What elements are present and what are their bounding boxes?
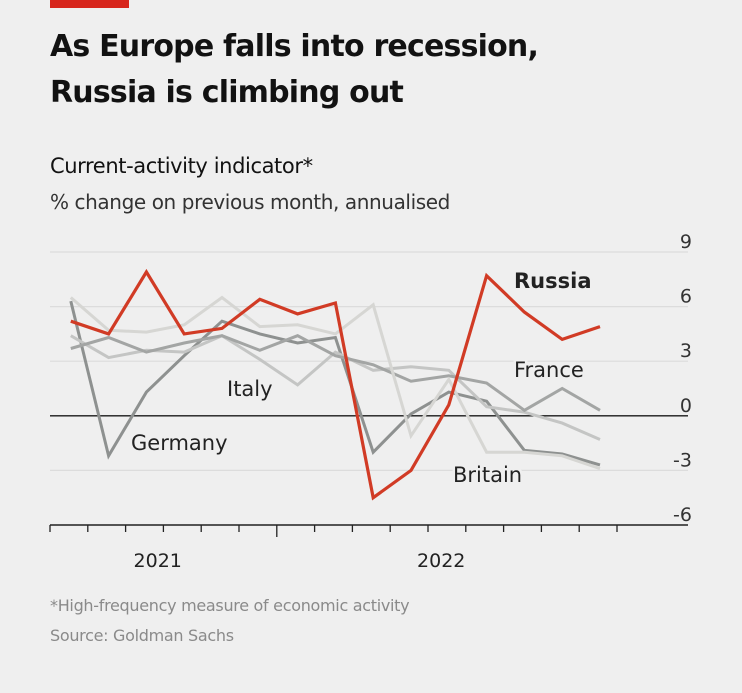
y-tick-label: -3	[673, 449, 692, 471]
source: Source: Goldman Sachs	[50, 626, 234, 645]
y-tick-label: 6	[680, 286, 692, 308]
x-axis: 2021 2022	[49, 524, 688, 572]
series-label-russia: Russia	[514, 269, 592, 293]
y-tick-label: 3	[680, 340, 692, 362]
x-tick-label: 2022	[417, 550, 465, 572]
series-labels: Germany Italy France Britain Russia	[129, 267, 595, 490]
footnote: *High-frequency measure of economic acti…	[50, 596, 410, 615]
title-line-2: Russia is climbing out	[50, 75, 404, 110]
y-tick-label: 9	[680, 231, 692, 253]
series-line-germany	[69, 300, 601, 467]
y-tick-label: 0	[680, 395, 692, 417]
series-line-italy	[70, 334, 601, 441]
series-line-france	[70, 334, 601, 413]
series-label-italy: Italy	[227, 377, 273, 401]
title-line-1: As Europe falls into recession,	[50, 29, 539, 64]
accent-bar	[50, 0, 129, 8]
y-axis-labels: 9 6 3 0 -3 -6	[673, 231, 692, 526]
series-label-germany: Germany	[131, 431, 228, 455]
y-tick-label: -6	[673, 504, 692, 526]
series-line-britain	[69, 295, 601, 471]
chart-title: As Europe falls into recession, Russia i…	[50, 24, 730, 116]
chart-subtitle: Current-activity indicator*	[50, 154, 313, 178]
line-chart: 9 6 3 0 -3 -6 2021 2022 Germany Italy France Brit…	[49, 231, 692, 572]
chart-units: % change on previous month, annualised	[50, 190, 450, 214]
x-tick-label: 2021	[134, 550, 182, 572]
series-line-russia	[70, 268, 601, 501]
series-lines	[69, 268, 601, 501]
series-label-france: France	[514, 358, 584, 382]
series-label-britain: Britain	[453, 463, 522, 487]
